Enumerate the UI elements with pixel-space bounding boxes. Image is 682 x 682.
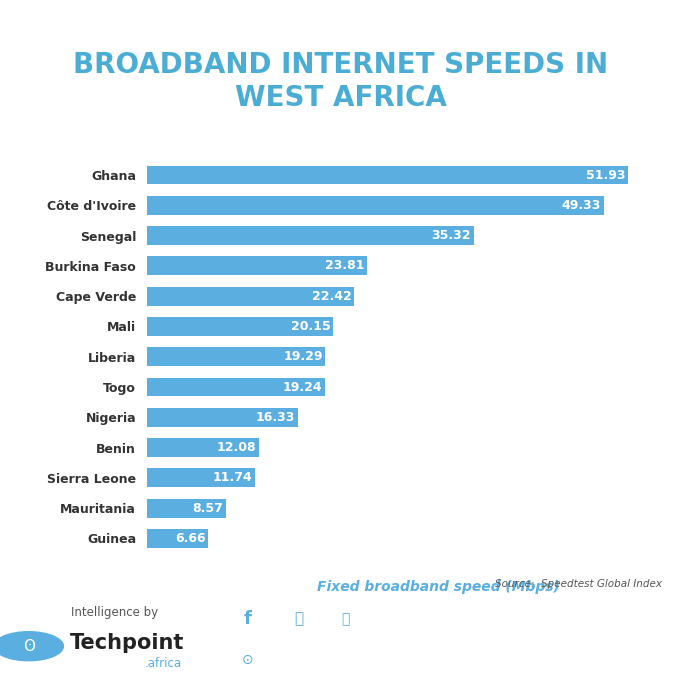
Bar xyxy=(147,226,474,245)
Text: f: f xyxy=(243,610,252,628)
Text: 6.66: 6.66 xyxy=(175,532,205,545)
Text: intelligence.techpoint.africa: intelligence.techpoint.africa xyxy=(387,653,608,667)
Text: 16.33: 16.33 xyxy=(256,411,295,424)
Ellipse shape xyxy=(279,597,319,640)
Ellipse shape xyxy=(228,641,267,679)
Text: @TechpointIntel: @TechpointIntel xyxy=(422,610,573,628)
Text: .africa: .africa xyxy=(145,657,182,670)
Bar xyxy=(147,469,256,487)
Text: 🐦: 🐦 xyxy=(342,612,350,626)
Text: 51.93: 51.93 xyxy=(586,168,625,181)
Text: WEST AFRICA: WEST AFRICA xyxy=(235,83,447,112)
Bar xyxy=(147,439,258,457)
Circle shape xyxy=(0,632,63,661)
Ellipse shape xyxy=(228,597,267,640)
Bar xyxy=(147,317,333,336)
Text: 12.08: 12.08 xyxy=(216,441,256,454)
Text: ⊙: ⊙ xyxy=(242,653,254,667)
Text: Source:  Speedtest Global Index: Source: Speedtest Global Index xyxy=(494,578,662,589)
Text: ʘ: ʘ xyxy=(23,639,35,653)
Ellipse shape xyxy=(326,597,366,640)
Text: 19.24: 19.24 xyxy=(282,381,322,394)
Bar xyxy=(147,286,355,306)
Text: ⎕: ⎕ xyxy=(295,612,303,626)
Text: 20.15: 20.15 xyxy=(291,320,331,333)
Text: 11.74: 11.74 xyxy=(213,471,252,484)
Text: Techpoint: Techpoint xyxy=(70,633,184,653)
Bar xyxy=(147,408,298,427)
Text: BROADBAND INTERNET SPEEDS IN: BROADBAND INTERNET SPEEDS IN xyxy=(74,50,608,79)
Bar xyxy=(147,196,604,215)
Text: 23.81: 23.81 xyxy=(325,259,364,272)
Bar xyxy=(147,378,325,396)
Text: Fixed broadband speed (Mbps): Fixed broadband speed (Mbps) xyxy=(316,580,560,594)
Text: 19.29: 19.29 xyxy=(283,351,323,364)
Text: Intelligence by: Intelligence by xyxy=(71,606,158,619)
Bar xyxy=(147,529,208,548)
Text: 35.32: 35.32 xyxy=(432,229,471,242)
Text: 8.57: 8.57 xyxy=(192,502,223,515)
Bar xyxy=(147,499,226,518)
Text: 22.42: 22.42 xyxy=(312,290,352,303)
Bar xyxy=(147,256,368,276)
Bar xyxy=(147,347,325,366)
Text: 49.33: 49.33 xyxy=(561,199,601,212)
Bar xyxy=(147,166,628,184)
